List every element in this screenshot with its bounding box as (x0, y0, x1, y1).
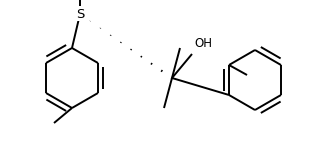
Text: OH: OH (194, 37, 212, 50)
Text: S: S (76, 7, 84, 20)
